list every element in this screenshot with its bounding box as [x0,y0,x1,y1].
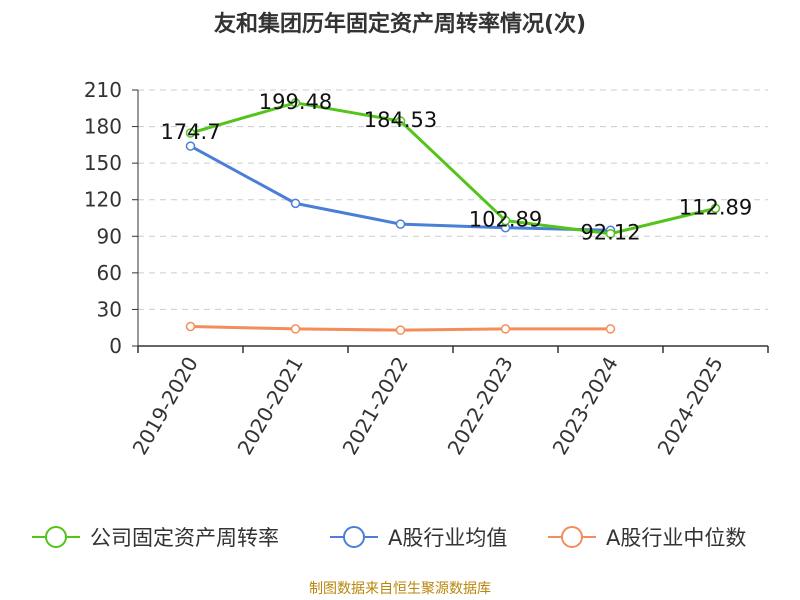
series-line [190,101,716,236]
x-tick-label: 2020-2021 [233,353,308,459]
data-point [395,325,406,335]
data-labels: 174.7 199.48 184.53 102.89 92.12 112.89 [160,90,752,245]
data-label: 199.48 [259,90,332,114]
x-tick-label: 2021-2022 [338,353,413,459]
legend-label: 公司固定资产周转率 [90,526,279,550]
source-footer: 制图数据来自恒生聚源数据库 [309,581,491,597]
data-point [185,128,196,138]
y-tick-label: 60 [97,261,122,285]
data-point [500,324,511,334]
legend-marker [561,526,583,548]
x-tick-label: 2024-2025 [653,353,728,459]
data-label: 92.12 [580,221,640,245]
y-tick-label: 150 [84,151,122,175]
data-point [605,324,616,334]
y-tick-label: 120 [84,188,122,212]
series-layer [185,98,721,335]
data-label: 184.53 [364,108,437,132]
data-point [185,141,196,151]
legend-label: A股行业均值 [388,526,507,550]
data-point [290,198,301,209]
data-point [185,321,196,332]
data-label: 112.89 [679,195,752,219]
y-tick-label: 210 [84,78,122,102]
data-point [605,228,616,239]
x-tick-label: 2022-2023 [443,353,518,459]
x-tick-label: 2023-2024 [548,353,623,459]
legend-marker [45,526,67,548]
y-tick-label: 90 [97,224,122,248]
data-point [500,215,511,226]
x-axis: 2019-2020 2020-2021 2021-2022 2022-2023 2023… [128,345,769,459]
legend-marker [343,526,365,548]
grid-lines [138,89,768,310]
x-tick-label: 2019-2020 [128,353,203,459]
data-label: 174.7 [160,120,220,144]
data-point [395,219,406,229]
data-point [290,324,301,334]
chart-title: 友和集团历年固定资产周转率情况(次) [213,12,587,37]
data-label: 102.89 [469,208,542,232]
y-tick-label: 0 [109,334,122,358]
y-tick-label: 30 [97,297,122,321]
series-line [189,144,611,232]
y-tick-label: 180 [84,115,122,139]
legend-label: A股行业中位数 [606,526,746,550]
data-point [395,116,406,126]
data-point [710,203,721,214]
data-point [290,98,301,108]
y-axis: 0 30 60 90 120 150 180 210 [84,78,139,358]
legend[interactable]: 公司固定资产周转率 A股行业均值 A股行业中位数 [32,526,746,550]
